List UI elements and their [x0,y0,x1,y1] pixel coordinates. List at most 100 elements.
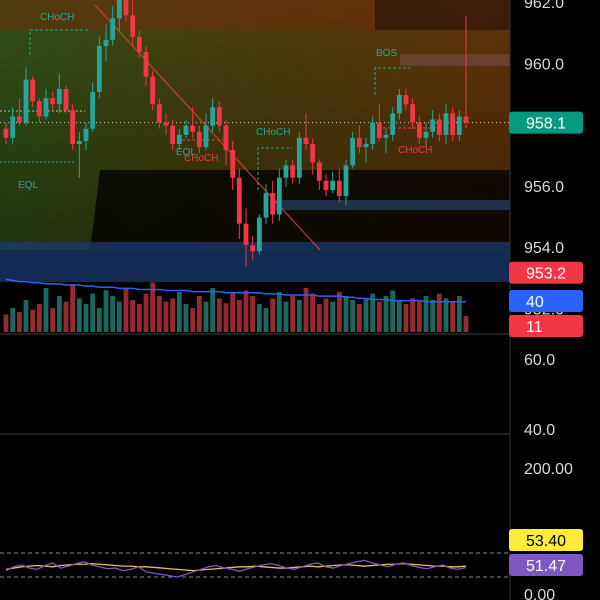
candle-body [323,180,329,190]
volume-bar [50,308,56,332]
volume-ma-polyline [5,278,466,303]
volume-bar [336,292,342,332]
badge-label: 11 [526,319,543,336]
candle-body [236,177,242,224]
candle-body [210,107,216,126]
volume-bar [330,301,336,332]
candle [450,107,456,141]
candle [403,88,409,111]
candle [276,168,282,221]
candle-body [436,119,442,135]
value-badge: 40 [509,290,583,312]
candle [443,104,449,145]
candle-body [43,98,49,117]
candle-body [303,137,309,145]
price-axis[interactable]: 962.0960.0958.0956.0954.0952.060.040.020… [524,0,573,600]
candle [16,98,22,126]
candle [196,125,202,154]
volume-bar [463,316,469,332]
candle [63,85,69,114]
candle-body [270,193,276,215]
candle-body [10,116,16,138]
volume-bar [156,296,162,332]
candle [323,174,329,197]
candle-body [410,104,416,123]
volume-bar [350,300,356,332]
volume-bar [276,292,282,332]
axis-tick-label: 954.0 [524,240,564,257]
candle-body [396,94,402,114]
candle-body [383,134,389,138]
candle-body [363,144,369,148]
candle [343,159,349,206]
candle [183,119,189,138]
candle [76,131,82,178]
smc-label: EQL [18,180,38,191]
volume-bar [150,282,156,332]
volume-bar [430,300,436,332]
candle-body [203,125,209,148]
volume-bar [210,288,216,332]
volume-bar [296,300,302,332]
volume-bar [216,298,222,332]
badge-label: 953.2 [526,266,566,283]
value-badge: 53.40 [509,529,583,551]
candle-body [343,165,349,197]
candle [290,159,296,184]
candle [116,0,122,31]
candle-body [256,217,262,252]
candle-body [70,110,76,145]
candle [250,235,256,261]
candle-body [243,223,249,246]
volume-bar [76,298,82,332]
smc-label: CHoCH [184,153,218,164]
candle [316,159,322,190]
volume-bar [56,296,62,332]
candle [3,122,9,145]
candle [350,131,356,169]
volume-bar [136,304,142,332]
badge-bg [509,290,583,312]
candle-body [176,134,182,145]
candle [123,0,129,22]
badge-label: 40 [526,294,544,311]
candle-body [376,122,382,138]
candle [83,122,89,151]
volume-bar [110,296,116,332]
volume-bar [376,301,382,332]
volume-bar [183,304,189,332]
candle-body [403,94,409,105]
candle-body [103,39,109,46]
candle-body [370,122,376,145]
candle [456,110,462,141]
candle [110,6,116,46]
candle-body [450,113,456,135]
volume-bar [410,298,416,332]
volume-bar [3,314,9,332]
candle-body [283,165,289,178]
candle [143,45,149,86]
candle [23,67,29,126]
candle [70,104,76,151]
axis-tick-label: 60.0 [524,352,555,369]
candle-body [456,116,462,135]
volume-bar [203,301,209,332]
candle-body [150,76,156,105]
candle [96,36,102,99]
volume-bar [90,293,96,332]
volume-bar [270,298,276,332]
candle-body [36,101,42,117]
candle [370,116,376,151]
candle-body [296,137,302,178]
candle [430,110,436,138]
volume-bar [163,301,169,332]
smc-label: CHoCH [256,127,290,138]
volume-bar [256,304,262,332]
candle-body [16,116,22,123]
volume-bar [283,301,289,332]
candle-body [316,162,322,181]
candle [310,137,316,175]
volume-bar [363,298,369,332]
candle [136,30,142,59]
